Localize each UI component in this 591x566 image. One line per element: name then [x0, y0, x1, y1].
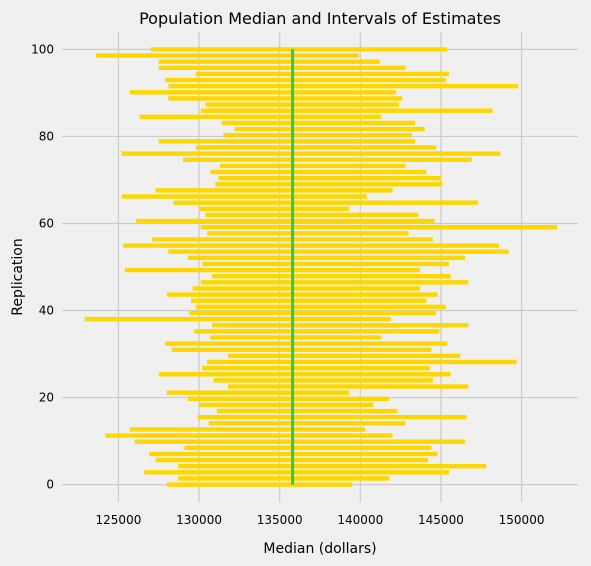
interval-bar — [187, 255, 466, 261]
interval-bar — [215, 182, 443, 187]
interval-bar — [189, 310, 437, 316]
interval-bar — [84, 316, 391, 322]
interval-bar — [195, 145, 437, 150]
interval-bar — [173, 200, 479, 205]
interval-bar — [211, 273, 451, 279]
interval-bar — [150, 47, 448, 52]
interval-bar — [216, 408, 398, 414]
interval-bar — [192, 286, 420, 291]
interval-bar — [228, 353, 461, 359]
y-tick-label: 0 — [46, 478, 54, 492]
interval-bar — [213, 378, 433, 383]
interval-bar — [207, 359, 517, 365]
interval-bar — [211, 323, 469, 328]
interval-bar — [195, 304, 446, 310]
interval-bar — [194, 329, 440, 334]
interval-bar — [178, 476, 390, 481]
interval-bar — [234, 126, 425, 132]
interval-bar — [134, 439, 466, 444]
interval-bar — [165, 341, 448, 346]
interval-bar — [200, 108, 493, 113]
interval-bar — [221, 120, 416, 126]
y-tick-label: 60 — [39, 216, 54, 230]
interval-bar — [210, 335, 382, 340]
interval-bar — [202, 365, 430, 371]
interval-bar — [197, 414, 467, 420]
interval-bar — [199, 402, 374, 408]
y-axis-title: Replication — [10, 238, 26, 315]
interval-bar — [95, 53, 359, 58]
interval-bar — [205, 212, 419, 218]
interval-bar — [205, 102, 400, 107]
tick-labels: 125000 130000 135000 140000 145000 150000 0 20 4… — [31, 42, 544, 527]
interval-bar — [182, 157, 472, 162]
interval-bar — [158, 372, 451, 377]
interval-bar — [166, 292, 438, 297]
interval-bar — [165, 77, 446, 83]
interval-bar — [199, 206, 350, 211]
interval-bar — [124, 267, 420, 273]
interval-bar — [168, 96, 403, 101]
interval-bar — [171, 347, 432, 352]
interval-bar — [187, 396, 390, 401]
interval-bar — [195, 71, 449, 77]
interval-bar — [202, 261, 449, 267]
interval-bar — [158, 139, 416, 144]
interval-bar — [178, 463, 487, 469]
x-tick-label: 140000 — [337, 513, 383, 527]
interval-bar — [139, 114, 382, 120]
interval-bar — [210, 169, 427, 175]
interval-bar — [228, 384, 469, 389]
y-tick-label: 40 — [39, 304, 54, 318]
interval-bar — [129, 90, 396, 95]
interval-bar — [220, 163, 406, 169]
interval-bar — [166, 482, 353, 487]
interval-bar — [155, 188, 393, 193]
interval-bar — [129, 427, 366, 432]
interval-bar — [121, 194, 367, 199]
interval-bar — [158, 65, 406, 71]
interval-bar — [200, 280, 469, 285]
x-tick-label: 125000 — [96, 513, 142, 527]
interval-bar — [136, 218, 435, 224]
interval-bar — [207, 231, 409, 236]
interval-bar — [158, 59, 380, 64]
interval-bar — [208, 421, 406, 426]
interval-bar — [223, 133, 412, 138]
chart-title: Population Median and Intervals of Estim… — [139, 9, 501, 28]
interval-bar — [121, 151, 501, 156]
x-axis-title: Median (dollars) — [263, 541, 376, 557]
x-tick-label: 135000 — [257, 513, 303, 527]
x-tick-label: 150000 — [499, 513, 545, 527]
interval-bar — [218, 175, 441, 181]
interval-bar — [184, 445, 432, 451]
x-tick-label: 145000 — [418, 513, 464, 527]
y-tick-label: 100 — [31, 42, 54, 56]
interval-bar — [105, 433, 393, 438]
interval-bar — [191, 298, 427, 303]
interval-bar — [144, 470, 450, 475]
interval-bar — [168, 83, 519, 89]
y-tick-label: 20 — [39, 391, 54, 405]
x-tick-label: 130000 — [176, 513, 222, 527]
y-tick-label: 80 — [39, 129, 54, 143]
interval-bar — [166, 390, 350, 395]
interval-bars — [84, 47, 558, 487]
interval-bar — [123, 243, 499, 248]
interval-bar — [200, 224, 558, 230]
interval-bar — [168, 249, 509, 254]
